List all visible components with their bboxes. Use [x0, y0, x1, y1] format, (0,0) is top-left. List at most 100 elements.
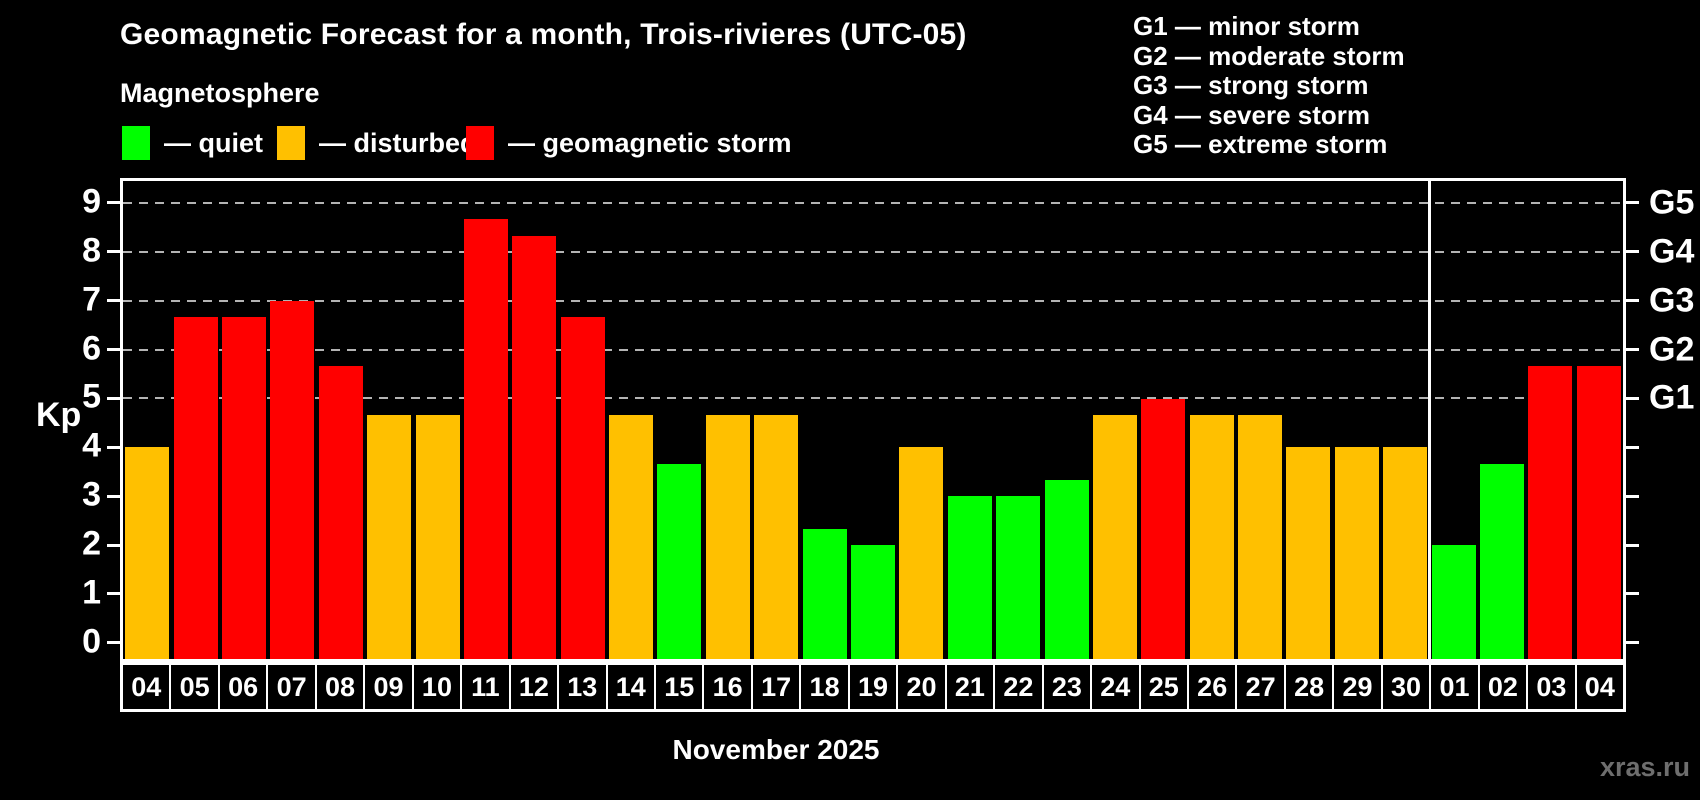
- kp-bar-day-23: [1044, 480, 1089, 659]
- date-cell-08: 08: [314, 665, 363, 709]
- gridline-kp7: [123, 299, 1623, 302]
- date-cell-28: 28: [1283, 665, 1332, 709]
- kp-bar-day-30: [1383, 447, 1428, 659]
- legend-item-storm: — geomagnetic storm: [466, 126, 792, 160]
- g-axis-label-g3: G3: [1649, 281, 1695, 320]
- date-cell-01: 01: [1429, 665, 1477, 709]
- site-watermark: xras.ru: [1599, 752, 1690, 782]
- gridline-kp6: [123, 348, 1623, 351]
- y-axis-label-0: 0: [82, 622, 101, 661]
- g-axis-label-g5: G5: [1649, 183, 1695, 222]
- kp-bar-day-26: [1189, 414, 1234, 659]
- y-axis-label-1: 1: [82, 573, 101, 612]
- kp-bar-day-27: [1238, 414, 1283, 659]
- y-axis-tick-right-3: [1626, 494, 1639, 498]
- date-cell-22: 22: [993, 665, 1041, 709]
- legend-label-disturbed: — disturbed: [319, 127, 477, 158]
- g-scale-line-g1: G1 — minor storm: [1133, 11, 1360, 41]
- y-axis-label-8: 8: [82, 231, 101, 270]
- legend-label-quiet: — quiet: [164, 127, 263, 158]
- date-cell-25: 25: [1138, 665, 1187, 709]
- x-axis-date-row: 04 05 06 07 08 09 10 11 12 13 14 15 16 17 18 19 20 21 22 23…: [120, 662, 1626, 712]
- kp-bar-day-22: [996, 496, 1041, 659]
- kp-bar-day-07: [270, 300, 315, 659]
- y-axis-tick-right-4: [1626, 445, 1639, 449]
- date-cell-12: 12: [508, 665, 557, 709]
- date-cell-04: 04: [1574, 665, 1623, 709]
- kp-bar-day-19: [851, 545, 895, 659]
- plot-area: 0 1 2 3 4 5 6 7 8 9 G1 G2 G3 G4 G5: [82, 178, 1694, 662]
- g-axis-label-g4: G4: [1649, 232, 1695, 271]
- quiet-color-swatch: [122, 126, 150, 160]
- date-cell-17: 17: [750, 665, 799, 709]
- y-axis-tick-left-1: [107, 592, 120, 596]
- y-axis-tick-right-2: [1626, 543, 1639, 547]
- date-cell-30: 30: [1380, 665, 1429, 709]
- kp-bar-day-15: [657, 463, 702, 659]
- date-cell-20: 20: [896, 665, 944, 709]
- g-scale-line-g3: G3 — strong storm: [1133, 70, 1369, 100]
- kp-bar-day-17: [754, 414, 799, 659]
- kp-bar-day-06: [221, 316, 266, 659]
- kp-bar-day-12: [512, 235, 557, 659]
- legend-label-storm: — geomagnetic storm: [508, 127, 792, 158]
- y-axis-label-6: 6: [82, 329, 101, 368]
- y-axis-label-5: 5: [82, 378, 101, 417]
- kp-bar-day-01: [1431, 545, 1476, 659]
- date-cell-23: 23: [1041, 665, 1090, 709]
- kp-bar-day-09: [367, 414, 412, 659]
- y-axis-label-9: 9: [82, 182, 101, 221]
- y-axis-title: Kp: [36, 396, 82, 434]
- storm-color-swatch: [466, 126, 494, 160]
- date-cell-10: 10: [411, 665, 460, 709]
- date-cell-19: 19: [847, 665, 896, 709]
- date-cell-21: 21: [944, 665, 993, 709]
- g-scale-line-g2: G2 — moderate storm: [1133, 40, 1405, 71]
- y-axis-label-3: 3: [82, 475, 101, 514]
- y-axis-tick-right-5: [1626, 396, 1639, 400]
- g-scale-line-g5: G5 — extreme storm: [1133, 129, 1388, 159]
- y-axis-tick-left-8: [107, 250, 120, 254]
- date-cell-09: 09: [363, 665, 411, 709]
- chart-title: Geomagnetic Forecast for a month, Trois-…: [120, 18, 967, 51]
- kp-bar-day-05: [173, 316, 218, 659]
- date-cell-15: 15: [653, 665, 702, 709]
- month-separator-line: [1427, 181, 1431, 659]
- date-cell-04: 04: [131, 671, 162, 702]
- kp-bar-day-08: [318, 365, 363, 659]
- kp-bar-day-24: [1092, 414, 1137, 659]
- kp-bar-day-28: [1286, 447, 1331, 659]
- g-scale-line-g4: G4 — severe storm: [1133, 99, 1371, 130]
- kp-bar-day-04: [125, 447, 170, 659]
- gridline-kp8: [123, 250, 1623, 253]
- y-axis-label-7: 7: [82, 280, 101, 319]
- date-cell-18: 18: [799, 665, 847, 709]
- g-axis-label-g1: G1: [1649, 378, 1695, 417]
- date-cell-13: 13: [557, 665, 605, 709]
- gridline-kp9: [123, 201, 1623, 204]
- y-axis-tick-left-3: [107, 494, 120, 498]
- kp-bar-day-25: [1141, 398, 1186, 659]
- gridline-kp5: [123, 397, 1623, 400]
- y-axis-tick-right-9: [1626, 201, 1639, 205]
- date-cell-02: 02: [1477, 665, 1526, 709]
- date-cell-24: 24: [1090, 665, 1138, 709]
- kp-bar-day-10: [415, 414, 460, 659]
- y-axis-tick-right-0: [1626, 641, 1639, 645]
- date-cell-27: 27: [1235, 665, 1283, 709]
- y-axis-tick-left-5: [107, 396, 120, 400]
- y-axis-tick-left-2: [107, 543, 120, 547]
- kp-bar-day-03: [1528, 365, 1573, 659]
- kp-bar-day-20: [899, 447, 944, 659]
- kp-bar-day-11: [463, 219, 508, 659]
- chart-subtitle: Magnetosphere: [120, 78, 320, 108]
- date-cell-06: 06: [217, 665, 266, 709]
- y-axis-tick-left-4: [107, 445, 120, 449]
- disturbed-color-swatch: [277, 126, 305, 160]
- date-cell-03: 03: [1526, 665, 1574, 709]
- y-axis-tick-left-0: [107, 641, 120, 645]
- date-cell-11: 11: [460, 665, 508, 709]
- kp-bar-day-29: [1334, 447, 1379, 659]
- y-axis-tick-left-7: [107, 299, 120, 303]
- date-cell-05: 05: [169, 665, 217, 709]
